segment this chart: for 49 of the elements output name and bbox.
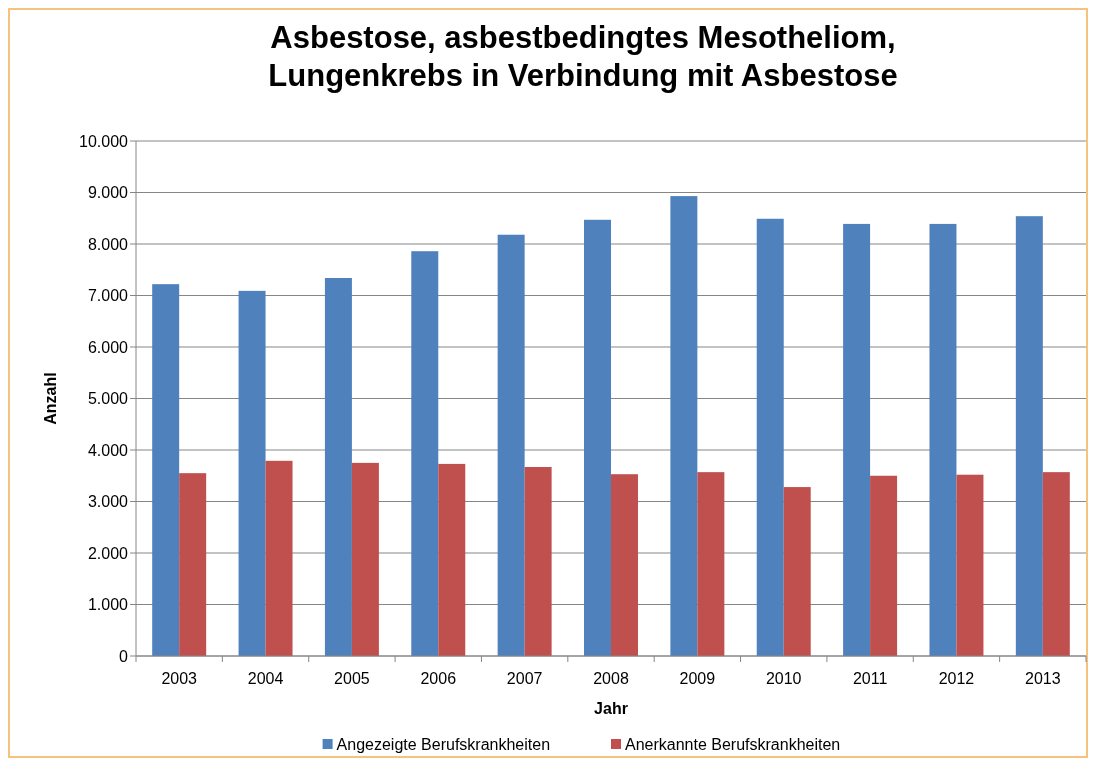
y-tick-label: 5.000 bbox=[87, 390, 129, 408]
y-tick-label: 4.000 bbox=[87, 441, 129, 459]
x-tick-label: 2003 bbox=[161, 670, 198, 687]
x-tick-label: 2008 bbox=[593, 670, 629, 687]
bar bbox=[497, 234, 525, 656]
x-tick-label: 2011 bbox=[852, 670, 888, 687]
bar bbox=[238, 290, 266, 656]
bar bbox=[956, 474, 984, 656]
bar bbox=[756, 218, 784, 656]
legend-label: Anerkannte Berufskrankheiten bbox=[625, 735, 841, 753]
x-tick-label: 2006 bbox=[420, 670, 457, 687]
chart-title: Asbestose, asbestbedingtes Mesotheliom, Lungenkrebs in Verbindung mit Asbestose bbox=[268, 20, 898, 93]
bar bbox=[179, 473, 207, 656]
bar bbox=[324, 277, 352, 656]
x-tick-label: 2010 bbox=[765, 670, 802, 687]
y-tick-label: 9.000 bbox=[87, 184, 129, 202]
x-tick-label: 2004 bbox=[247, 670, 284, 687]
x-tick-label: 2012 bbox=[938, 670, 975, 687]
y-tick-label: 10.000 bbox=[79, 132, 129, 150]
bar bbox=[1042, 472, 1070, 656]
x-axis-title: Jahr bbox=[594, 700, 628, 717]
bar bbox=[411, 251, 439, 656]
bar bbox=[1015, 216, 1043, 656]
bar bbox=[351, 462, 379, 656]
x-tick-label: 2005 bbox=[334, 670, 370, 687]
y-tick-label: 0 bbox=[119, 647, 129, 665]
y-axis-title: Anzahl bbox=[42, 372, 59, 425]
y-tick-label: 7.000 bbox=[87, 287, 129, 305]
bar bbox=[584, 219, 611, 656]
y-tick-label: 1.000 bbox=[87, 596, 129, 614]
bar bbox=[611, 474, 638, 656]
bar bbox=[929, 223, 957, 656]
y-tick-label: 2.000 bbox=[87, 544, 129, 562]
bar bbox=[870, 475, 898, 656]
bar bbox=[843, 223, 871, 656]
y-tick-label: 6.000 bbox=[87, 338, 129, 356]
bar bbox=[265, 460, 293, 656]
y-tick-label: 3.000 bbox=[87, 493, 129, 511]
bar bbox=[524, 467, 552, 656]
bar bbox=[783, 487, 811, 656]
legend-label: Angezeigte Berufskrankheiten bbox=[336, 735, 551, 753]
x-tick-label: 2013 bbox=[1025, 670, 1061, 687]
bar bbox=[152, 284, 180, 656]
x-tick-label: 2007 bbox=[506, 670, 543, 687]
bar bbox=[697, 472, 725, 656]
y-tick-label: 8.000 bbox=[87, 235, 129, 253]
bar bbox=[670, 196, 698, 656]
bar bbox=[438, 463, 466, 656]
x-tick-label: 2009 bbox=[679, 670, 716, 687]
